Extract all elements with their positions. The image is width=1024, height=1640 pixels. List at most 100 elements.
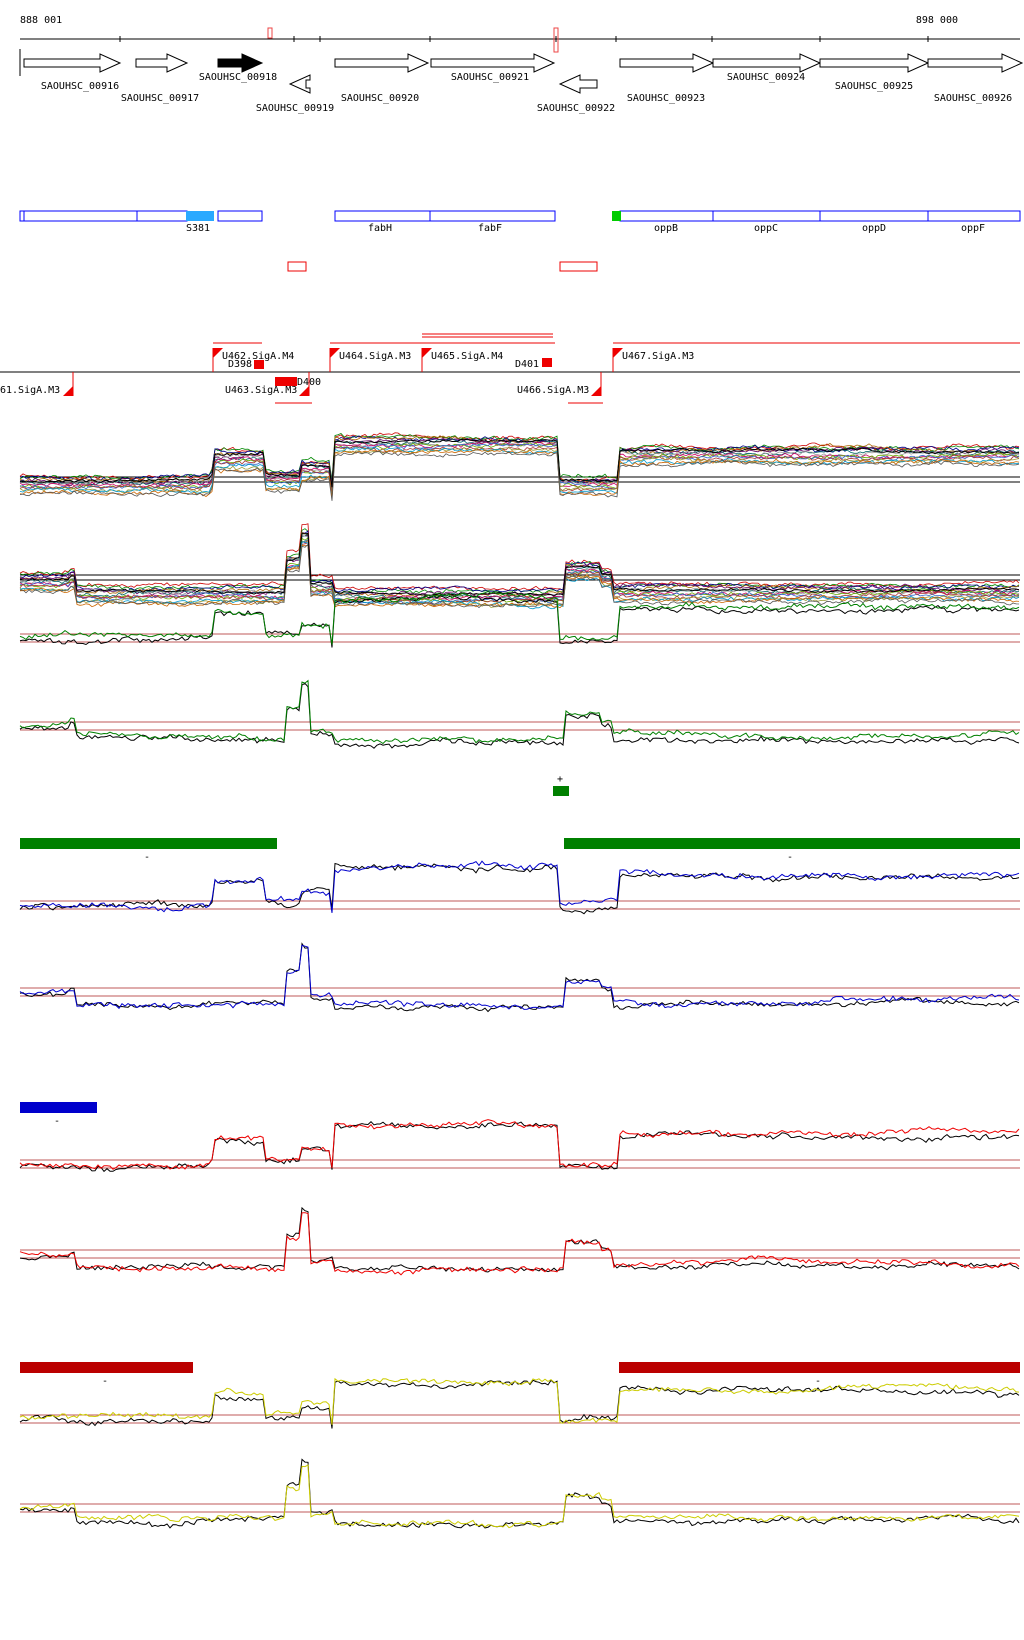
- coordinate-header: 888 001 898 000: [20, 15, 1020, 53]
- segment-bars: + - - - - -: [20, 774, 1020, 1387]
- red-box-2: [559, 261, 598, 272]
- gene-arrow: [819, 53, 930, 73]
- series-line-colored: [19, 944, 1020, 1010]
- gene-arrow: [558, 74, 598, 94]
- gene-label: SAOUHSC_00923: [627, 93, 705, 104]
- annotation-box: [334, 210, 431, 222]
- segment-bar: [20, 838, 277, 849]
- marker-box-2: [553, 27, 559, 53]
- series-line: [19, 534, 1020, 604]
- annotation-box: [927, 210, 1021, 222]
- terminator-block: [275, 377, 297, 386]
- gene-arrow: [288, 74, 311, 94]
- annotation-S381: [186, 211, 214, 221]
- annotation-label: fabF: [478, 223, 502, 234]
- data-track-2: [19, 523, 1020, 610]
- promoter-U467-flag: [613, 348, 623, 358]
- annotation-box: [19, 210, 138, 222]
- terminator-block: [254, 360, 264, 369]
- segment-strand-label: -: [787, 852, 793, 863]
- gene-arrow: [430, 53, 556, 73]
- series-line-colored: [19, 1377, 1020, 1425]
- gene-label: SAOUHSC_00924: [727, 72, 805, 83]
- feature-label: U464.SigA.M3: [339, 351, 411, 362]
- gene-arrow: [712, 53, 822, 73]
- series-line-black: [19, 942, 1020, 1013]
- series-line-black: [19, 862, 1020, 915]
- annotation-label: fabH: [368, 223, 392, 234]
- annotation-box: [619, 210, 714, 222]
- red-box-track: [287, 261, 598, 272]
- gene-label: SAOUHSC_00918: [199, 72, 277, 83]
- annotation-box: [819, 210, 929, 222]
- annotation-box: [429, 210, 556, 222]
- gene-arrow: [23, 53, 122, 73]
- series-line: [19, 446, 1020, 497]
- series-line-colored: [19, 1464, 1020, 1529]
- promoter-61-flag: [63, 386, 73, 396]
- data-track-1: [19, 432, 1020, 501]
- promoter-U463-flag: [299, 386, 309, 396]
- segment-strand-label: -: [102, 1376, 108, 1387]
- annotation-box: [712, 210, 821, 222]
- data-track-9: [19, 1377, 1020, 1429]
- segment-strand-label: +: [557, 774, 563, 785]
- series-line: [19, 532, 1020, 599]
- segment-bar: [20, 1102, 97, 1113]
- series-line-colored: [19, 1119, 1020, 1170]
- expression-tracks: + - - - - -: [19, 432, 1020, 1529]
- data-track-5: [19, 860, 1020, 915]
- segment-strand-label: -: [54, 1116, 60, 1127]
- series-line: [19, 445, 1020, 493]
- series-line: [19, 437, 1020, 487]
- series-line-black: [19, 1379, 1020, 1429]
- series-line: [19, 532, 1020, 596]
- series-line-colored: [19, 590, 1020, 645]
- marker-box-1: [267, 27, 273, 39]
- series-line: [19, 451, 1020, 501]
- feature-label: D400: [297, 377, 321, 388]
- series-line-black: [19, 682, 1020, 749]
- segment-bar: [553, 786, 569, 796]
- data-track-7: [19, 1119, 1020, 1173]
- annotation-label: oppB: [654, 223, 678, 234]
- coord-end-label: 898 000: [916, 15, 958, 26]
- promoter-U462-flag: [213, 348, 223, 358]
- series-line-colored: [19, 1212, 1020, 1276]
- series-line: [19, 537, 1020, 604]
- gene-label: SAOUHSC_00917: [121, 93, 199, 104]
- gene-label: SAOUHSC_00920: [341, 93, 419, 104]
- gene-arrow: [217, 53, 264, 73]
- segment-strand-label: -: [144, 852, 150, 863]
- gene-arrow: [619, 53, 715, 73]
- annotation-box: [136, 210, 188, 222]
- gene-arrow: [334, 53, 430, 73]
- series-line: [19, 542, 1020, 607]
- gene-label: SAOUHSC_00919: [256, 103, 334, 114]
- feature-label: D398: [228, 359, 252, 370]
- coord-start-label: 888 001: [20, 15, 62, 26]
- annotation-box: [217, 210, 263, 222]
- feature-label: 61.SigA.M3: [0, 385, 60, 396]
- feature-label: D401: [515, 359, 539, 370]
- annotation-label: oppC: [754, 223, 778, 234]
- feature-label: U466.SigA.M3: [517, 385, 589, 396]
- series-line: [19, 544, 1020, 609]
- series-line: [19, 438, 1020, 488]
- annotation-label: oppD: [862, 223, 886, 234]
- promoter-U466-flag: [591, 386, 601, 396]
- feature-label: U465.SigA.M4: [431, 351, 503, 362]
- gene-label: SAOUHSC_00926: [934, 93, 1012, 104]
- red-box-1: [287, 261, 307, 272]
- series-line-colored: [19, 679, 1020, 745]
- series-line: [19, 523, 1020, 592]
- annotation-green-marker: [612, 211, 621, 221]
- data-track-6: [19, 942, 1020, 1013]
- annotation-label: S381: [186, 223, 210, 234]
- series-line: [19, 530, 1020, 593]
- series-line-black: [19, 594, 1020, 648]
- segment-strand-label: -: [815, 1376, 821, 1387]
- annotation-track: S381 fabH fabF oppB oppC oppD oppF: [19, 210, 1021, 234]
- promoter-U464-flag: [330, 348, 340, 358]
